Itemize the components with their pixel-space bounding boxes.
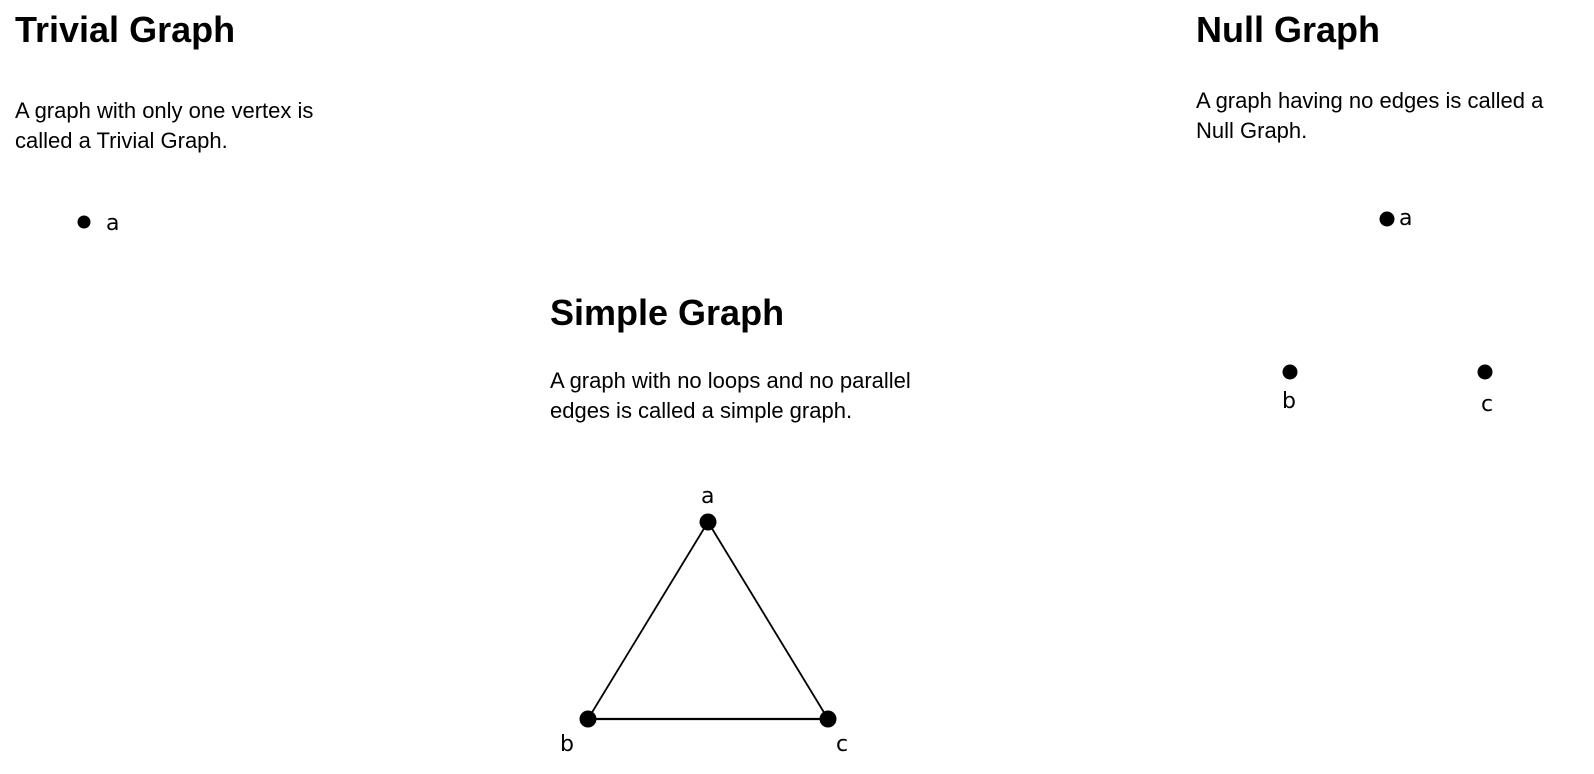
simple-vertex-label-a: a [701,484,714,509]
simple-edge-a-b [587,521,709,720]
simple-vertex-b [579,710,597,728]
null-vertex-a [1379,211,1395,227]
simple-edge-a-c [707,521,829,720]
null-graph-section: Null Graph A graph having no edges is ca… [1196,9,1586,144]
trivial-vertex-label-a: a [106,211,119,236]
null-vertex-label-a: a [1399,206,1412,231]
simple-vertex-label-c: c [836,732,848,757]
trivial-graph-title: Trivial Graph [15,9,236,50]
trivial-vertex-a [77,215,91,229]
null-graph-title: Null Graph [1196,9,1381,50]
trivial-graph-section: Trivial Graph A graph with only one vert… [15,9,395,154]
simple-graph-description: A graph with no loops and no parallel ed… [550,368,911,423]
null-graph-diagram: a b c [1282,206,1493,417]
null-vertex-label-b: b [1282,389,1296,414]
trivial-graph-description: A graph with only one vertex is called a… [15,98,314,153]
simple-graph-title: Simple Graph [550,292,785,333]
simple-vertex-label-b: b [560,732,574,757]
null-graph-description: A graph having no edges is called a Null… [1196,88,1544,143]
simple-graph-diagram: a b c [560,484,848,757]
null-vertex-b [1282,364,1298,380]
simple-vertex-a [699,513,717,531]
simple-graph-section: Simple Graph A graph with no loops and n… [550,292,930,424]
simple-vertex-c [819,710,837,728]
null-vertex-label-c: c [1481,392,1493,417]
trivial-graph-diagram: a [77,211,119,236]
null-vertex-c [1477,364,1493,380]
